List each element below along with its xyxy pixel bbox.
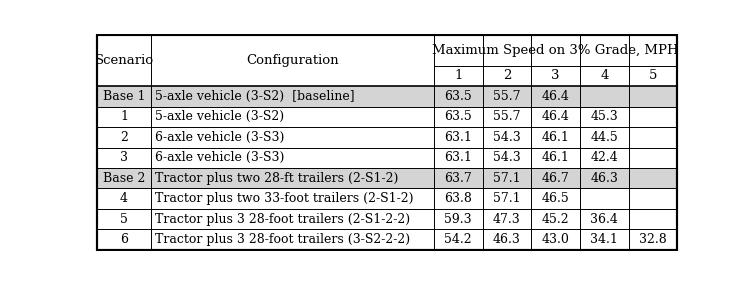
Text: 1: 1 — [454, 69, 463, 82]
Bar — [98, 107, 677, 127]
Text: 46.5: 46.5 — [542, 192, 569, 205]
Text: 63.8: 63.8 — [445, 192, 472, 205]
Text: 3: 3 — [551, 69, 560, 82]
Bar — [98, 168, 677, 188]
Text: 5-axle vehicle (3-S2)  [baseline]: 5-axle vehicle (3-S2) [baseline] — [156, 90, 355, 103]
Text: 1: 1 — [120, 110, 128, 123]
Text: 44.5: 44.5 — [590, 131, 618, 144]
Text: 34.1: 34.1 — [590, 233, 618, 246]
Bar — [98, 188, 677, 209]
Text: 36.4: 36.4 — [590, 213, 618, 226]
Text: 43.0: 43.0 — [542, 233, 569, 246]
Text: 63.5: 63.5 — [445, 110, 472, 123]
Bar — [98, 230, 677, 250]
Text: 54.2: 54.2 — [445, 233, 472, 246]
Text: Tractor plus 3 28-foot trailers (3-S2-2-2): Tractor plus 3 28-foot trailers (3-S2-2-… — [156, 233, 411, 246]
Bar — [98, 147, 677, 168]
Text: 46.1: 46.1 — [542, 151, 569, 164]
Text: 63.1: 63.1 — [445, 131, 472, 144]
Text: 46.3: 46.3 — [493, 233, 521, 246]
Bar — [98, 35, 677, 86]
Text: 54.3: 54.3 — [493, 151, 521, 164]
Text: 54.3: 54.3 — [493, 131, 521, 144]
Text: 63.7: 63.7 — [445, 172, 472, 185]
Text: 32.8: 32.8 — [640, 233, 667, 246]
Text: 55.7: 55.7 — [493, 110, 521, 123]
Text: 59.3: 59.3 — [445, 213, 472, 226]
Text: 42.4: 42.4 — [590, 151, 618, 164]
Text: 2: 2 — [503, 69, 511, 82]
Text: 57.1: 57.1 — [493, 172, 521, 185]
Text: Tractor plus two 33-foot trailers (2-S1-2): Tractor plus two 33-foot trailers (2-S1-… — [156, 192, 414, 205]
Text: 6: 6 — [120, 233, 128, 246]
Text: 5: 5 — [120, 213, 128, 226]
Text: Maximum Speed on 3% Grade, MPH: Maximum Speed on 3% Grade, MPH — [432, 44, 679, 57]
Text: Tractor plus two 28-ft trailers (2-S1-2): Tractor plus two 28-ft trailers (2-S1-2) — [156, 172, 399, 185]
Bar — [98, 127, 677, 147]
Text: 5-axle vehicle (3-S2): 5-axle vehicle (3-S2) — [156, 110, 284, 123]
Text: 47.3: 47.3 — [493, 213, 521, 226]
Text: 46.4: 46.4 — [542, 110, 569, 123]
Text: 4: 4 — [600, 69, 609, 82]
Text: Configuration: Configuration — [246, 54, 339, 67]
Text: Base 2: Base 2 — [103, 172, 145, 185]
Bar — [98, 86, 677, 107]
Text: 57.1: 57.1 — [493, 192, 521, 205]
Text: Base 1: Base 1 — [103, 90, 145, 103]
Text: 2: 2 — [120, 131, 128, 144]
Text: 3: 3 — [120, 151, 128, 164]
Text: 5: 5 — [649, 69, 657, 82]
Text: 4: 4 — [120, 192, 128, 205]
Text: 6-axle vehicle (3-S3): 6-axle vehicle (3-S3) — [156, 151, 285, 164]
Text: 63.5: 63.5 — [445, 90, 472, 103]
Text: 46.3: 46.3 — [590, 172, 618, 185]
Text: 6-axle vehicle (3-S3): 6-axle vehicle (3-S3) — [156, 131, 285, 144]
Text: 63.1: 63.1 — [445, 151, 472, 164]
Text: 45.2: 45.2 — [542, 213, 569, 226]
Text: 46.7: 46.7 — [542, 172, 569, 185]
Text: 55.7: 55.7 — [493, 90, 521, 103]
Text: Tractor plus 3 28-foot trailers (2-S1-2-2): Tractor plus 3 28-foot trailers (2-S1-2-… — [156, 213, 411, 226]
Bar — [98, 209, 677, 230]
Text: 46.4: 46.4 — [542, 90, 569, 103]
Text: 45.3: 45.3 — [590, 110, 618, 123]
Text: 46.1: 46.1 — [542, 131, 569, 144]
Text: Scenario: Scenario — [94, 54, 153, 67]
